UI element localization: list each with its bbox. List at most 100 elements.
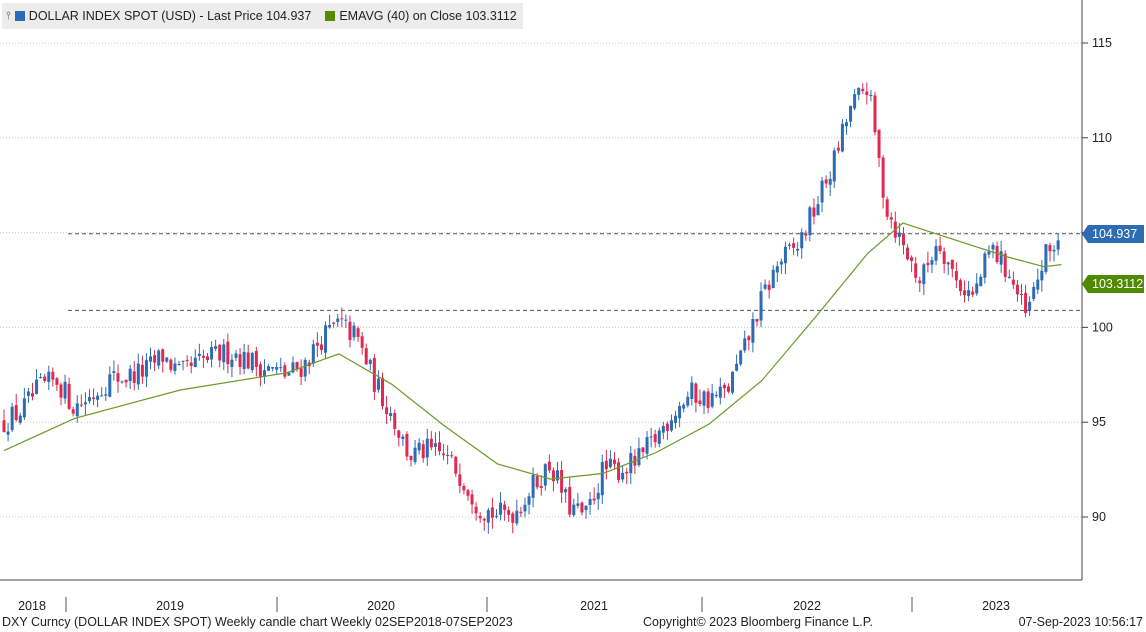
candle-body: [18, 415, 22, 423]
candle-body: [250, 352, 254, 371]
candle-body: [100, 395, 104, 397]
candle-body: [128, 368, 132, 382]
candle-body: [193, 357, 197, 368]
candle-body: [389, 413, 393, 417]
candle-body: [926, 262, 930, 266]
candle-body: [79, 404, 83, 406]
candle-body: [954, 271, 958, 281]
candle-body: [1007, 276, 1011, 279]
candle-body: [645, 437, 649, 454]
candle-body: [258, 364, 262, 378]
candle-body: [832, 150, 836, 182]
candle-body: [474, 506, 478, 514]
candle-body: [999, 251, 1003, 265]
candle-body: [792, 243, 796, 248]
candle-body: [849, 105, 853, 122]
candle-body: [584, 505, 588, 511]
candle-body: [55, 378, 59, 385]
candle-body: [1056, 240, 1060, 250]
candle-body: [1048, 245, 1052, 252]
candle-body: [116, 373, 120, 382]
candle-body: [800, 232, 804, 249]
candle-body: [865, 91, 869, 96]
candle-body: [840, 123, 844, 152]
candle-body: [470, 494, 474, 505]
candle-body: [218, 344, 222, 361]
candle-body: [897, 232, 901, 237]
x-tick-label: 2019: [156, 599, 184, 613]
y-tick-label: 100: [1092, 320, 1113, 334]
y-tick-label: 110: [1092, 131, 1112, 145]
candle-body: [901, 234, 905, 246]
candle-body: [486, 510, 490, 523]
candle-body: [873, 95, 877, 133]
candle-body: [1015, 284, 1019, 295]
candle-body: [299, 368, 303, 377]
candle-body: [206, 356, 209, 361]
candle-body: [682, 404, 686, 409]
candle-body: [1036, 279, 1040, 290]
candle-body: [401, 436, 405, 439]
series1-label: DOLLAR INDEX SPOT (USD) - Last Price 104…: [28, 9, 312, 23]
candle-body: [120, 381, 124, 383]
candle-body: [214, 346, 218, 349]
candle-body: [1044, 244, 1048, 272]
candle-body: [267, 366, 271, 371]
candle-body: [35, 379, 39, 394]
candle-body: [393, 413, 397, 429]
candle-body: [657, 430, 661, 444]
candle-body: [930, 260, 934, 265]
candle-body: [686, 396, 690, 406]
candle-body: [718, 386, 722, 398]
candle-body: [983, 253, 987, 278]
candle-body: [726, 386, 730, 392]
candle-body: [376, 378, 380, 390]
chart-legend: ⫯ DOLLAR INDEX SPOT (USD) - Last Price 1…: [2, 3, 523, 29]
candle-body: [222, 344, 226, 363]
candle-body: [669, 420, 673, 431]
candle-body: [238, 354, 242, 368]
candle-body: [572, 504, 576, 516]
candle-body: [295, 361, 299, 370]
candle-body: [275, 366, 279, 370]
footer-timestamp: 07-Sep-2023 10:56:17: [1018, 615, 1143, 629]
candle-body: [816, 204, 820, 216]
candle-body: [417, 442, 421, 451]
candle-body: [674, 415, 678, 424]
candle-body: [910, 257, 914, 262]
last-price-tag: 104.937: [1082, 224, 1144, 243]
candle-body: [181, 360, 185, 362]
candle-body: [360, 336, 364, 348]
candle-body: [1052, 249, 1056, 252]
candle-body: [421, 444, 425, 458]
candle-body: [1011, 279, 1015, 285]
x-tick-label: 2018: [18, 599, 46, 613]
candle-body: [637, 448, 641, 466]
candle-body: [568, 486, 572, 515]
candle-body: [592, 498, 596, 501]
ema-value-tag: 103.3112: [1082, 274, 1144, 293]
candle-body: [1028, 301, 1032, 311]
candle-body: [356, 328, 360, 337]
candle-body: [515, 510, 519, 524]
candle-body: [759, 291, 763, 321]
candle-body: [283, 365, 287, 377]
candle-body: [51, 371, 55, 380]
candle-body: [556, 470, 560, 481]
candle-body: [104, 394, 108, 396]
candle-body: [328, 325, 332, 328]
candle-body: [6, 431, 10, 435]
candle-body: [507, 510, 511, 515]
candle-body: [433, 443, 437, 447]
candle-body: [844, 122, 848, 127]
series2-swatch: [325, 11, 336, 21]
pin-icon[interactable]: ⫯: [6, 9, 11, 22]
candle-body: [262, 370, 266, 378]
candle-body: [906, 247, 910, 260]
candle-body: [254, 350, 258, 367]
candle-body: [975, 283, 979, 294]
candle-body: [43, 376, 47, 381]
candle-body: [824, 179, 828, 184]
candle-body: [165, 357, 169, 362]
candle-body: [482, 518, 486, 521]
